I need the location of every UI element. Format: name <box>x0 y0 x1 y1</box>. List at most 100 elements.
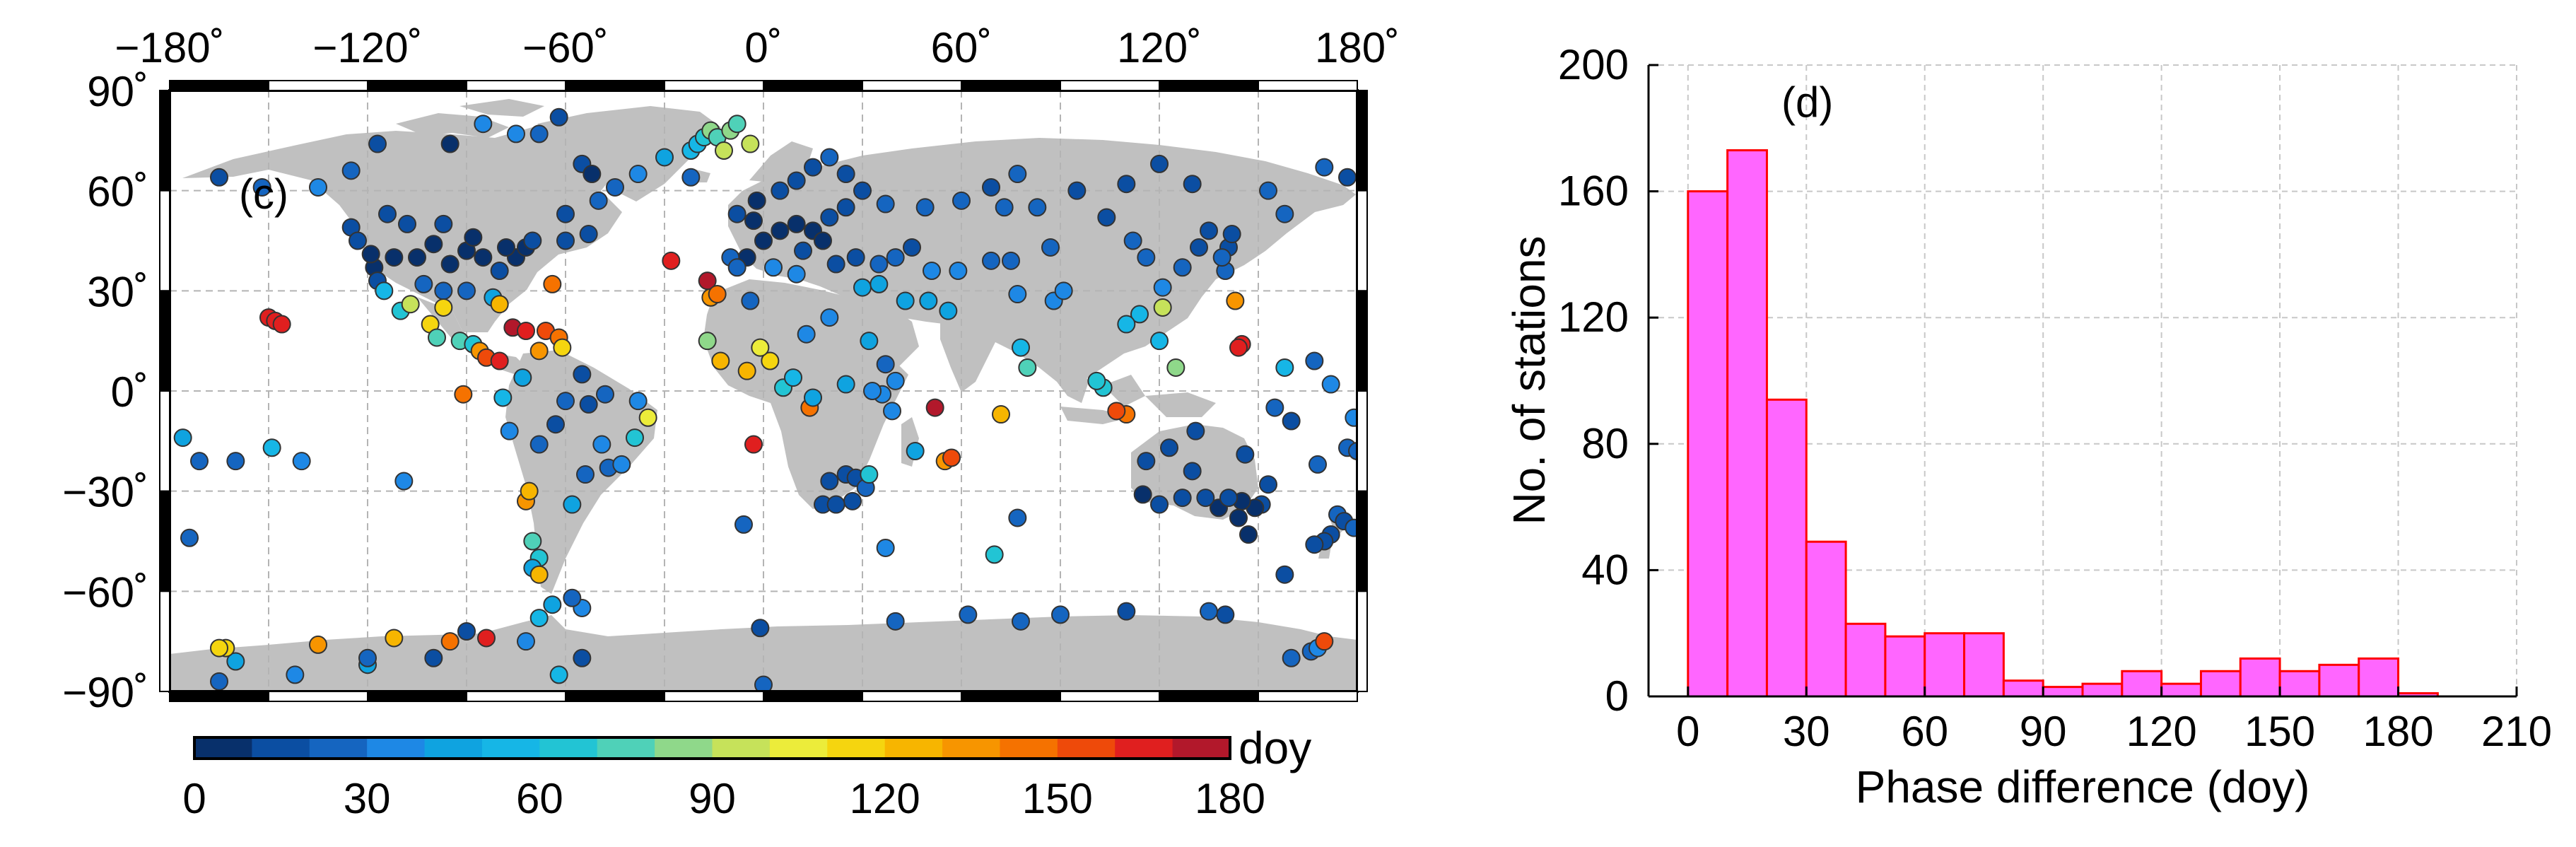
station-point <box>836 375 855 394</box>
colorbar-cell <box>942 737 1001 759</box>
colorbar-tick-label: 180 <box>1195 775 1265 822</box>
map-border-segment <box>466 691 566 702</box>
station-point <box>708 285 727 304</box>
station-point <box>252 177 271 197</box>
station-point <box>771 181 790 200</box>
colorbar-cell <box>309 737 368 759</box>
station-point <box>1153 298 1172 317</box>
station-point <box>543 274 562 293</box>
station-point <box>579 395 598 414</box>
station-point <box>349 231 367 250</box>
station-point <box>876 355 895 374</box>
station-point <box>592 435 611 454</box>
map-lat-tick-label: 30˚ <box>87 268 148 315</box>
colorbar-tick-label: 150 <box>1022 775 1093 822</box>
map-border-segment <box>159 90 170 192</box>
station-point <box>982 251 1000 270</box>
map-border-segment <box>268 691 368 702</box>
station-point <box>1200 221 1218 240</box>
station-point <box>529 435 549 454</box>
station-point <box>1190 238 1208 257</box>
station-point <box>513 368 532 387</box>
station-point <box>787 171 806 190</box>
station-point <box>292 452 311 471</box>
map-border-ticks <box>159 80 1368 702</box>
station-point <box>1150 332 1169 351</box>
station-point <box>1183 175 1202 194</box>
station-point <box>529 565 549 584</box>
station-point <box>358 648 377 667</box>
station-point <box>474 248 493 267</box>
station-point <box>556 204 575 223</box>
station-point <box>1117 315 1136 334</box>
station-point <box>628 392 648 411</box>
colorbar-cell <box>1000 737 1058 759</box>
station-point <box>870 274 889 293</box>
station-point <box>1008 508 1027 527</box>
station-point <box>628 165 648 184</box>
station-point <box>434 214 453 233</box>
histogram-x-tick-label: 60 <box>1901 708 1948 755</box>
station-point <box>401 295 420 314</box>
station-point <box>764 258 783 277</box>
histogram-y-label: No. of stations <box>1504 235 1555 525</box>
histogram-bar <box>1805 540 1847 698</box>
histogram-bar <box>2042 686 2084 698</box>
station-point <box>1259 475 1277 494</box>
colorbar-cell <box>884 737 943 759</box>
station-point <box>826 255 845 274</box>
station-point <box>681 168 701 187</box>
station-point <box>1222 225 1241 244</box>
map-border-segment <box>466 80 566 91</box>
station-point <box>1028 198 1047 217</box>
station-point <box>1229 338 1248 357</box>
histogram-bar <box>1687 190 1729 698</box>
station-point <box>286 665 305 684</box>
map-border-segment <box>159 290 170 392</box>
station-point <box>820 148 839 167</box>
histogram-bar <box>2278 670 2321 698</box>
map-border-segment <box>862 80 962 91</box>
station-point <box>1107 402 1126 421</box>
histogram-bar <box>1963 632 2005 698</box>
station-point <box>751 338 770 357</box>
station-point <box>982 177 1000 197</box>
histogram-bar <box>1884 635 1926 698</box>
histogram-y-tick-label: 120 <box>1558 293 1629 341</box>
map-border-segment <box>367 80 467 91</box>
map-lon-tick-label: 60˚ <box>931 24 993 71</box>
station-point <box>517 632 535 651</box>
station-point <box>1348 442 1357 460</box>
histogram-y-tick-label: 0 <box>1605 672 1629 720</box>
station-point <box>846 248 865 267</box>
colorbar-cell <box>252 737 310 759</box>
station-point <box>493 388 513 407</box>
station-point <box>836 198 855 217</box>
station-point <box>1345 518 1357 537</box>
map-border-segment <box>1357 290 1368 392</box>
station-point <box>1087 371 1106 390</box>
station-point <box>744 435 763 454</box>
station-point <box>711 351 730 370</box>
station-point <box>1166 358 1185 377</box>
station-point <box>1315 632 1334 651</box>
histogram-bar <box>2199 670 2242 698</box>
station-point <box>754 231 773 250</box>
colorbar-cell <box>1057 737 1116 759</box>
map-border-segment <box>862 691 962 702</box>
station-point <box>787 264 806 284</box>
map-lon-tick-label: −180˚ <box>115 24 224 71</box>
station-point <box>457 622 476 641</box>
histogram-bar <box>2121 670 2163 698</box>
station-point <box>546 415 565 434</box>
map-border-segment <box>159 390 170 492</box>
station-point <box>596 385 614 404</box>
station-point <box>741 134 760 153</box>
station-point <box>886 371 905 390</box>
histogram-bar <box>1765 398 1808 698</box>
station-point <box>398 214 416 233</box>
station-point <box>1196 489 1215 508</box>
station-point <box>361 245 380 264</box>
map-lat-tick-label: 60˚ <box>87 168 148 216</box>
map-border-segment <box>763 691 863 702</box>
